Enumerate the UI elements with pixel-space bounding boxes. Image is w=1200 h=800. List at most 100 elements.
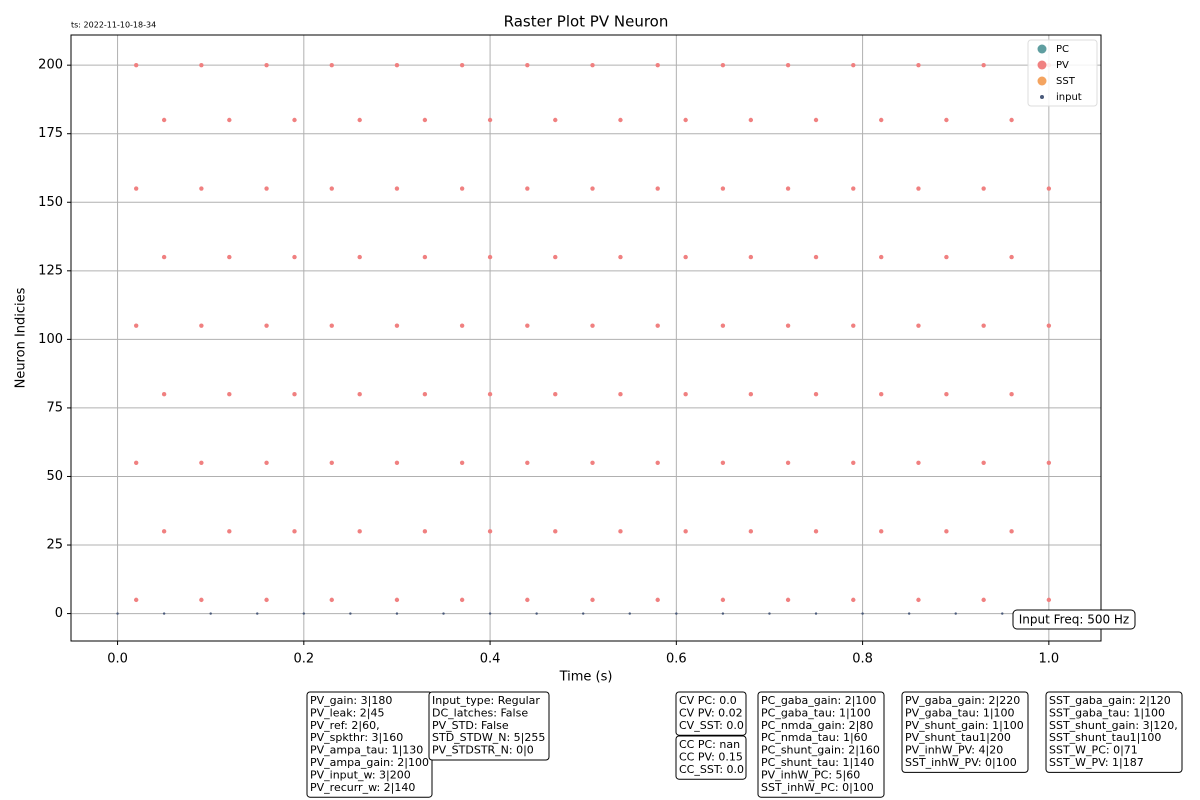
spike [487,254,493,260]
param-line: PV_ampa_tau: 1|130 [310,744,423,757]
param-box [675,691,747,736]
spike [590,186,595,191]
legend-label: input [1056,92,1082,103]
spike [879,117,884,123]
param-line: CC PC: nan [679,738,740,751]
legend-marker [1040,95,1044,99]
spike [525,62,530,68]
plot-frame [70,34,1102,642]
spike [618,392,623,397]
spike [329,460,334,465]
spike [487,529,493,534]
spike [944,254,949,260]
spike [1009,529,1014,534]
x-tick-label: 0.4 [480,652,501,667]
param-line: PV_shunt_tau1|200 [905,731,1011,744]
spike [525,186,530,191]
spike [357,117,362,123]
param-line: PV_gaba_tau: 1|100 [905,706,1015,719]
spike [1046,597,1052,603]
spike [590,323,595,328]
param-line: PV_inhW_PV: 4|20 [905,744,1003,757]
spike [768,612,771,615]
spike [748,529,754,534]
x-tick-label: 1.0 [1039,652,1060,667]
spike [720,323,726,328]
x-axis-label: Time (s) [559,670,613,685]
spike [459,62,465,68]
spike [161,117,167,123]
spike [813,392,819,397]
spike [981,460,986,465]
spike [851,597,856,603]
spike [916,597,921,603]
spike [292,529,297,534]
param-line: PV_gain: 3|180 [310,694,392,707]
spike [422,529,428,534]
spike [720,186,726,191]
spike [292,117,297,123]
param-box [428,691,550,761]
annotation: Input Freq: 500 Hz [1019,613,1129,627]
param-line: PV_shunt_gain: 1|100 [905,719,1024,732]
spike [227,254,232,260]
y-tick-label: 50 [46,469,63,484]
spike [944,392,949,397]
spike [422,392,428,397]
spike [879,392,884,397]
spike [133,186,139,191]
param-line: SST_gaba_gain: 2|120 [1049,694,1171,707]
spike [785,186,791,191]
spike [944,529,949,534]
param-line: SST_shunt_gain: 3|120, [1049,719,1178,732]
spike [459,460,465,465]
spike [590,460,595,465]
spike [907,612,911,615]
spike [981,323,986,328]
spike [851,323,856,328]
spike [785,323,791,328]
spike [199,460,204,465]
spike [459,323,465,328]
spike [813,529,819,534]
spike [916,460,921,465]
spike [525,597,530,603]
spike [590,62,595,68]
spike [487,392,493,397]
spike [1009,392,1014,397]
y-axis-label: Neuron Indicies [14,287,29,388]
param-line: PC_nmda_gain: 2|80 [761,719,873,732]
spike [161,254,167,260]
spike [785,62,791,68]
param-line: SST_W_PC: 0|71 [1049,744,1138,757]
param-line: SST_inhW_PC: 0|100 [761,781,874,794]
spike [720,62,726,68]
x-tick-label: 0.0 [107,652,128,667]
legend-label: SST [1056,76,1076,87]
spike [748,117,754,123]
spike [851,62,856,68]
spike [394,186,400,191]
spike [879,254,884,260]
spike [329,62,334,68]
y-tick-label: 150 [38,195,63,210]
spike [349,612,352,615]
param-line: PV_STDSTR_N: 0|0 [432,744,534,757]
param-line: PC_gaba_gain: 2|100 [761,694,876,707]
y-tick-label: 200 [38,58,63,73]
spike [394,460,400,465]
spike [1009,254,1014,260]
spike [357,392,362,397]
spike [264,62,269,68]
param-line: PV_ampa_gain: 2|100 [310,756,429,769]
spike [199,597,204,603]
spike [655,186,660,191]
param-line: PC_shunt_tau: 1|140 [761,756,874,769]
spike [981,597,986,603]
spike [683,392,688,397]
spike [209,612,212,615]
y-tick-label: 0 [55,606,63,621]
spike [394,597,400,603]
param-box [675,735,747,780]
legend-marker [1037,76,1047,86]
